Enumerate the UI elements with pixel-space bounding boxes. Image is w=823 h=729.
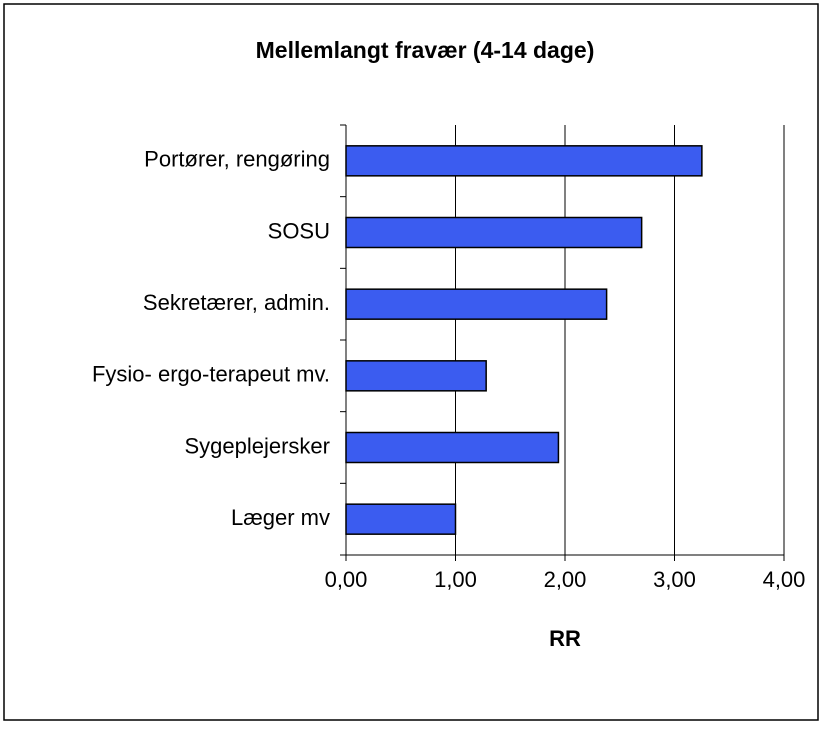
x-tick-label: 2,00 [544, 567, 587, 592]
chart-title: Mellemlangt fravær (4-14 dage) [256, 37, 595, 63]
bar [345, 503, 457, 535]
bar [345, 145, 703, 177]
bar [345, 431, 560, 464]
y-tick-label: Fysio- ergo-terapeut mv. [92, 362, 330, 387]
bar [345, 360, 487, 392]
bar [345, 288, 608, 320]
x-axis-label: RR [549, 626, 581, 651]
bar [345, 216, 643, 249]
x-tick-label: 4,00 [763, 567, 806, 592]
y-tick-label: SOSU [268, 218, 330, 243]
x-tick-label: 1,00 [434, 567, 477, 592]
x-tick-label: 3,00 [653, 567, 696, 592]
y-tick-label: Sygeplejersker [184, 433, 330, 458]
y-tick-label: Læger mv [231, 505, 330, 530]
x-tick-label: 0,00 [325, 567, 368, 592]
y-tick-label: Sekretærer, admin. [143, 290, 330, 315]
y-tick-label: Portører, rengøring [144, 147, 330, 172]
